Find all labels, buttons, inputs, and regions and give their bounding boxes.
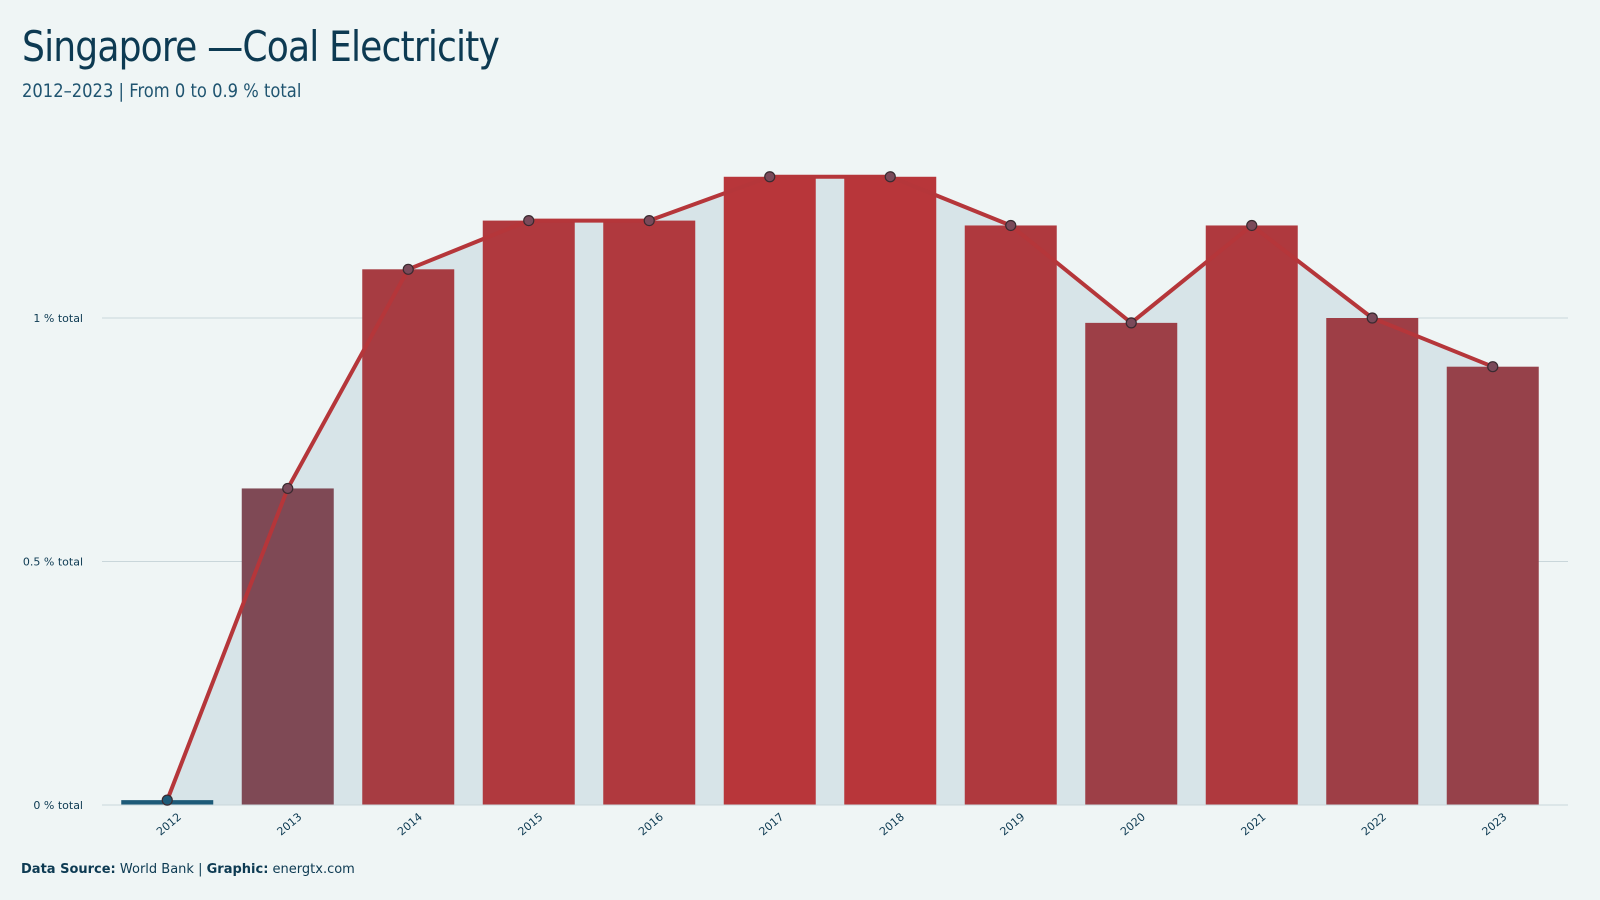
x-tick-label: 2021 [1239,810,1269,838]
point-2020 [1125,317,1137,329]
bar-2022 [1326,318,1419,805]
y-tick-label: 1 % total [33,312,83,325]
point-2023 [1487,361,1499,373]
series-line [165,174,1494,801]
chart-subtitle: 2012–2023 | From 0 to 0.9 % total [22,80,302,102]
y-tick-label: 0 % total [33,799,83,812]
bar-2019 [964,225,1057,806]
bar-2016 [603,220,696,806]
y-tick-label: 0.5 % total [23,556,83,569]
source-value: World Bank [119,862,194,877]
x-tick-label: 2012 [154,810,184,838]
source-label: Data Source: [21,862,116,877]
point-2012 [161,794,173,806]
bar-2014 [362,269,455,805]
bar-2018 [844,176,937,805]
footer-separator: | [198,862,203,877]
x-tick-label: 2019 [998,810,1028,838]
bar-2015 [482,220,575,806]
graphic-label: Graphic: [206,862,269,877]
x-tick-label: 2014 [395,810,425,838]
point-2014 [402,263,414,275]
point-2017 [764,171,776,183]
point-2022 [1366,312,1378,324]
x-tick-label: 2020 [1118,810,1148,838]
x-tick-label: 2015 [516,810,546,838]
point-2018 [884,171,896,183]
point-2013 [282,482,294,495]
bar-2023 [1446,366,1539,805]
bar-2020 [1085,322,1178,805]
point-2019 [1005,219,1017,232]
x-tick-label: 2018 [877,810,907,838]
bar-2021 [1205,225,1298,806]
footer-credits: Data Source: World Bank | Graphic: energ… [21,862,355,877]
x-tick-label: 2013 [275,810,305,838]
point-2015 [523,215,535,227]
chart-title: Singapore —Coal Electricity [22,22,500,71]
bar-2013 [241,488,334,805]
x-tick-label: 2023 [1480,810,1510,838]
point-2016 [643,215,655,227]
graphic-value: energtx.com [272,862,355,877]
point-2021 [1246,219,1258,232]
x-tick-label: 2016 [636,810,666,838]
x-tick-label: 2022 [1359,810,1389,838]
bar-2017 [723,176,816,805]
x-tick-label: 2017 [757,810,787,838]
